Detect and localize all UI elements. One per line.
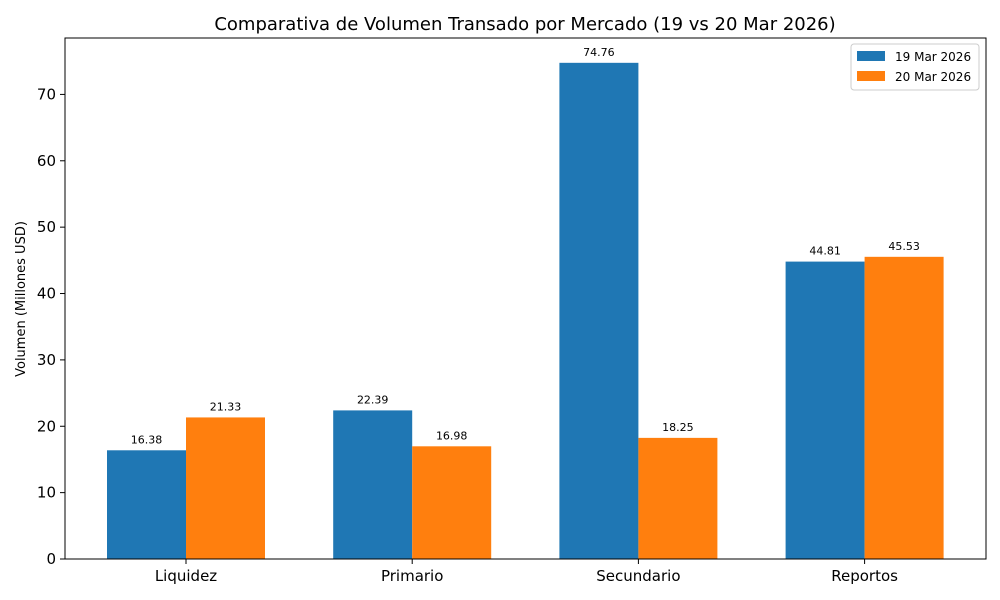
data-label: 21.33 xyxy=(210,400,242,413)
chart-title: Comparativa de Volumen Transado por Merc… xyxy=(214,14,835,35)
bar-series-2 xyxy=(864,256,944,559)
x-tick-label: Primario xyxy=(381,567,443,585)
y-tick-label: 60 xyxy=(37,152,56,170)
y-tick-label: 30 xyxy=(37,351,56,369)
bar-series-1 xyxy=(785,261,865,559)
bar-series-2 xyxy=(638,437,718,559)
y-axis-label: Volumen (Millones USD) xyxy=(14,221,29,377)
x-tick-label: Liquidez xyxy=(155,567,217,585)
data-label: 16.38 xyxy=(131,433,163,446)
data-label: 16.98 xyxy=(436,429,468,442)
y-tick-label: 40 xyxy=(37,285,56,303)
legend-label: 20 Mar 2026 xyxy=(895,70,971,84)
bar-series-2 xyxy=(186,417,265,559)
data-label: 44.81 xyxy=(809,245,841,258)
bar-series-1 xyxy=(333,410,413,559)
y-tick-label: 10 xyxy=(37,484,56,502)
bar-series-1 xyxy=(107,450,186,559)
x-tick-label: Reportos xyxy=(831,567,898,585)
data-label: 22.39 xyxy=(357,393,389,406)
x-tick-label: Secundario xyxy=(596,567,680,585)
y-tick-label: 70 xyxy=(37,85,56,103)
data-label: 45.53 xyxy=(888,240,920,253)
legend-label: 19 Mar 2026 xyxy=(895,50,971,64)
y-tick-label: 0 xyxy=(46,550,56,568)
plot-area: 0 10 20 30 40 50 60 70 Liquidez 16.38 21.33 Primari… xyxy=(37,46,944,585)
plot-frame xyxy=(64,37,987,560)
legend: 19 Mar 2026 20 Mar 2026 xyxy=(850,43,980,91)
y-tick-label: 50 xyxy=(37,218,56,236)
legend-swatch xyxy=(857,71,885,81)
bar-series-1 xyxy=(559,62,639,559)
data-label: 18.25 xyxy=(662,421,694,434)
y-tick-label: 20 xyxy=(37,417,56,435)
legend-swatch xyxy=(857,51,885,61)
data-label: 74.76 xyxy=(583,46,615,59)
bar-series-2 xyxy=(412,446,492,559)
